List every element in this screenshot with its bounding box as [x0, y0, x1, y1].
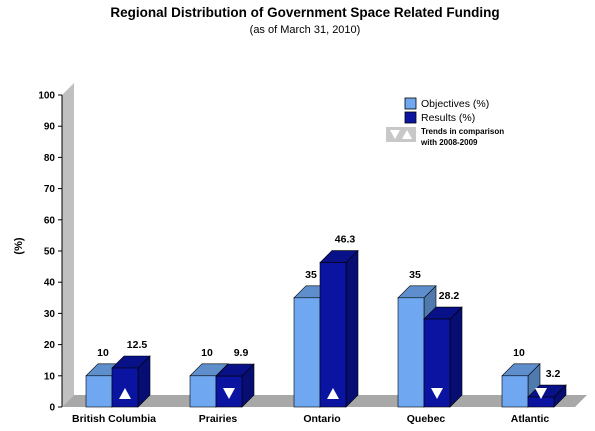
legend-swatch-objectives: [404, 97, 417, 110]
category-label: British Columbia: [72, 413, 156, 425]
legend: Objectives (%) Results (%) Trends in com…: [386, 97, 504, 147]
data-label: 28.2: [439, 290, 460, 302]
legend-label-trends-line1: Trends in comparison: [421, 127, 504, 136]
y-tick-label: 100: [38, 91, 55, 102]
category-label: Atlantic: [511, 413, 550, 425]
chart-title: Regional Distribution of Government Spac…: [110, 5, 499, 20]
data-label: 35: [409, 269, 421, 281]
data-label: 46.3: [335, 234, 356, 246]
bar: [85, 375, 113, 408]
trend-down-icon: [535, 388, 547, 399]
y-axis-ticks: 0 10 20 30 40 50 60 70 80 90 100: [38, 91, 62, 414]
y-tick-label: 60: [44, 215, 56, 226]
y-tick-label: 0: [49, 403, 55, 414]
data-label: 35: [305, 269, 317, 281]
bar-side: [449, 306, 463, 408]
trend-up-icon: [327, 388, 339, 399]
y-tick-label: 20: [44, 340, 56, 351]
data-label: 10: [513, 347, 525, 359]
category-label: Ontario: [303, 413, 340, 425]
trend-down-icon: [223, 388, 235, 399]
legend-trend-down-icon: [390, 130, 400, 139]
chart-subtitle: (as of March 31, 2010): [250, 24, 361, 36]
y-axis-label: (%): [13, 237, 25, 254]
legend-swatch-results: [404, 111, 417, 124]
data-label: 3.2: [546, 368, 561, 380]
bar-series: [85, 249, 567, 408]
bar: [397, 297, 425, 408]
data-labels: 10 12.5 10 9.9 35 46.3 35 28.2 10 3.2: [97, 234, 560, 380]
legend-swatch-trends: [386, 127, 416, 142]
bar: [319, 262, 347, 408]
y-tick-label: 10: [44, 371, 56, 382]
bar: [293, 297, 321, 408]
bar: [501, 375, 529, 408]
y-tick-label: 50: [44, 247, 56, 258]
plot-side-wall: [62, 83, 74, 407]
data-label: 10: [201, 347, 213, 359]
bar-side: [345, 249, 359, 408]
bar: [111, 367, 139, 408]
legend-label-results: Results (%): [421, 112, 475, 124]
trend-down-icon: [431, 388, 443, 399]
data-label: 10: [97, 347, 109, 359]
y-tick-label: 70: [44, 184, 56, 195]
legend-label-trends-line2: with 2008-2009: [420, 138, 478, 147]
category-label: Prairies: [199, 413, 238, 425]
category-labels: British Columbia Prairies Ontario Quebec Atl…: [72, 413, 549, 425]
y-tick-label: 80: [44, 153, 56, 164]
y-tick-label: 30: [44, 309, 56, 320]
data-label: 12.5: [127, 339, 148, 351]
y-tick-label: 40: [44, 278, 56, 289]
y-tick-label: 90: [44, 122, 56, 133]
legend-label-objectives: Objectives (%): [421, 98, 489, 110]
data-label: 9.9: [234, 347, 249, 359]
trend-up-icon: [119, 388, 131, 399]
category-label: Quebec: [407, 413, 446, 425]
legend-trend-up-icon: [402, 130, 412, 139]
bar: [189, 375, 217, 408]
